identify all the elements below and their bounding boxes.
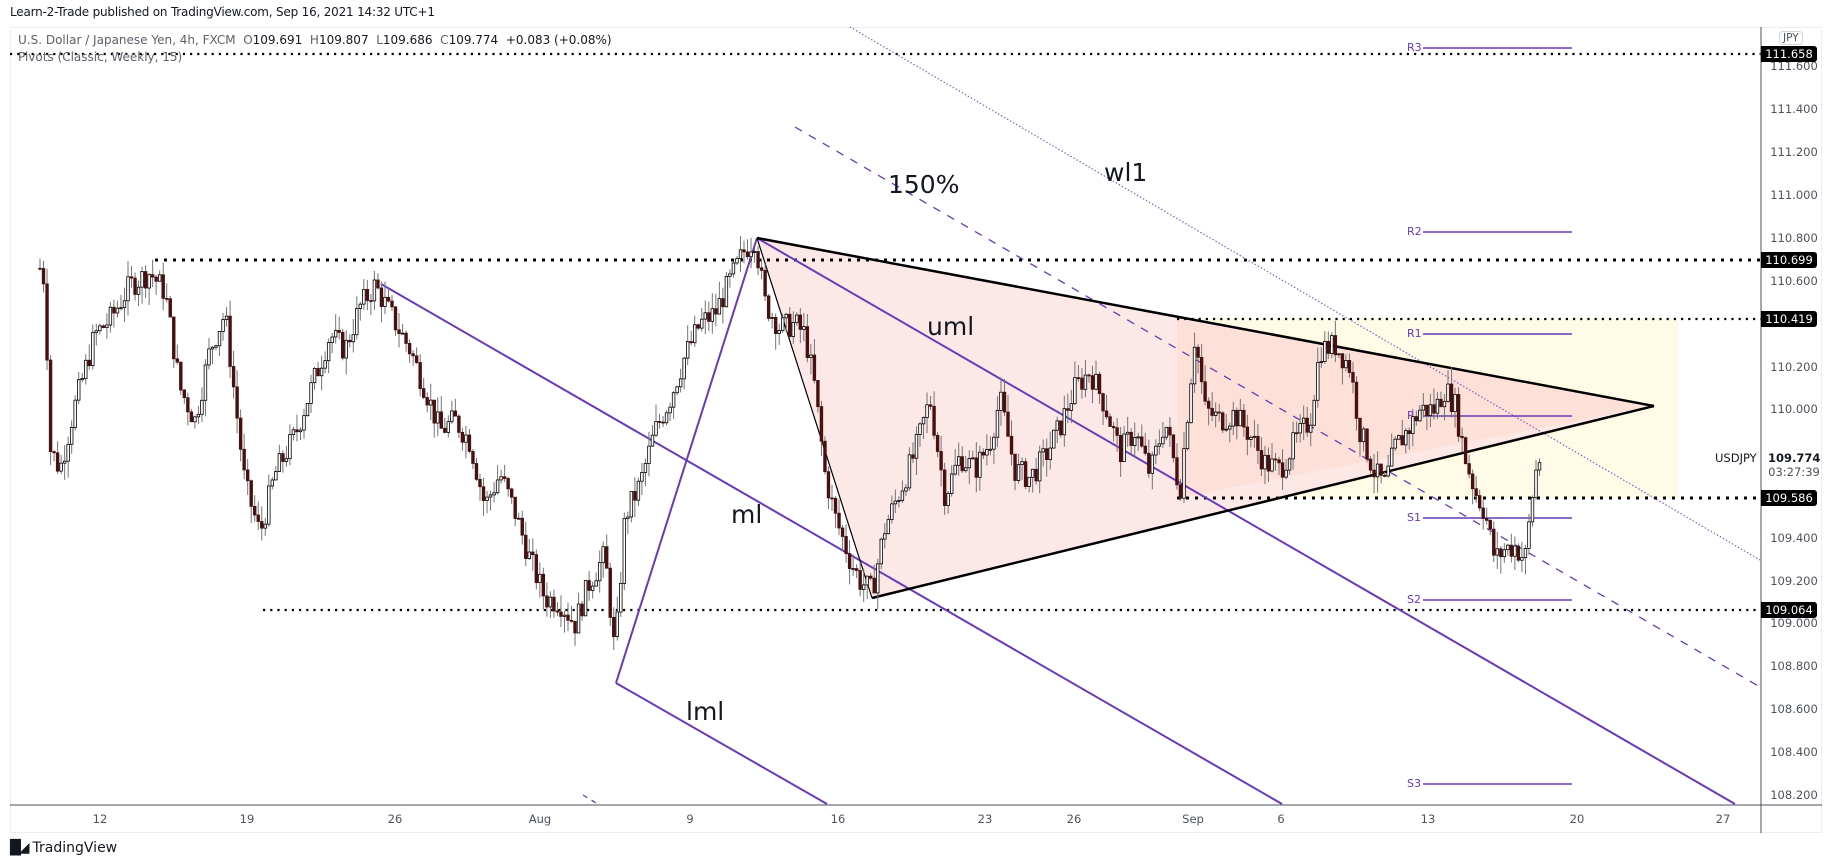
level-tag-110419[interactable]: 110.419 (1761, 311, 1817, 327)
close-value: 109.774 (448, 33, 499, 47)
indicator-legend[interactable]: Pivots (Classic, Weekly, 15) (18, 50, 183, 64)
pivot-r2-label: R2 (1407, 225, 1422, 238)
time-tick: 12 (92, 812, 108, 826)
currency-badge[interactable]: JPY (1779, 31, 1803, 45)
time-tick: 16 (830, 812, 846, 826)
label-150pct[interactable]: 150% (888, 170, 960, 199)
pivot-p-label: P (1407, 409, 1414, 422)
label-ml[interactable]: ml (731, 500, 763, 529)
open-value: 109.691 (252, 33, 303, 47)
price-tick: 111.600 (1770, 59, 1818, 73)
level-tag-109586[interactable]: 109.586 (1761, 490, 1817, 506)
price-tick: 111.400 (1770, 102, 1818, 116)
label-wl1[interactable]: wl1 (1104, 158, 1148, 187)
price-tick: 110.800 (1770, 231, 1818, 245)
time-tick: 23 (977, 812, 993, 826)
price-tick: 110.600 (1770, 274, 1818, 288)
price-tick: 108.400 (1770, 745, 1818, 759)
symbol-description: U.S. Dollar / Japanese Yen, 4h, FXCM (18, 33, 236, 47)
price-tick: 108.800 (1770, 659, 1818, 673)
time-tick: 20 (1569, 812, 1585, 826)
price-tick: 110.200 (1770, 360, 1818, 374)
price-tick: 109.400 (1770, 531, 1818, 545)
brand-name: TradingView (32, 840, 118, 856)
pivot-s1-label: S1 (1407, 511, 1421, 524)
level-tag-110699[interactable]: 110.699 (1761, 252, 1817, 268)
pivot-r3-label: R3 (1407, 41, 1422, 54)
price-tick: 111.200 (1770, 145, 1818, 159)
price-tick: 109.200 (1770, 574, 1818, 588)
price-tick: 109.000 (1770, 616, 1818, 630)
time-tick: 26 (387, 812, 403, 826)
last-price: 109.774 (1768, 451, 1821, 465)
time-tick: 13 (1420, 812, 1436, 826)
pivot-r1-label: R1 (1407, 327, 1422, 340)
price-tick: 110.000 (1770, 402, 1818, 416)
level-tag-109064[interactable]: 109.064 (1761, 602, 1817, 618)
low-value: 109.686 (382, 33, 433, 47)
time-tick: Aug (528, 812, 552, 826)
triangle-edges[interactable] (756, 236, 1655, 600)
time-tick: Sep (1182, 812, 1204, 826)
level-tag-111658[interactable]: 111.658 (1761, 46, 1817, 62)
pivot-s3-label: S3 (1407, 777, 1421, 790)
time-tick: 9 (686, 812, 694, 826)
price-tick: 108.600 (1770, 702, 1818, 716)
label-lml[interactable]: lml (686, 697, 725, 726)
bar-countdown: 03:27:39 (1768, 465, 1820, 479)
ohlc-legend: U.S. Dollar / Japanese Yen, 4h, FXCM O10… (18, 33, 612, 47)
symbol-label: USDJPY (1715, 451, 1757, 465)
pitchfork[interactable] (380, 26, 1761, 805)
time-tick: 27 (1715, 812, 1731, 826)
tradingview-brand[interactable]: █◢ TradingView (10, 840, 117, 856)
time-tick: 26 (1066, 812, 1082, 826)
published-caption: Learn-2-Trade published on TradingView.c… (10, 5, 435, 19)
tradingview-logo-icon: █◢ (10, 840, 29, 856)
change-value: +0.083 (+0.08%) (505, 33, 612, 47)
pivot-lines (1423, 47, 1572, 785)
candlestick-series[interactable] (38, 235, 1542, 650)
label-uml[interactable]: uml (927, 312, 975, 341)
high-value: 109.807 (318, 33, 369, 47)
price-tick: 111.000 (1770, 188, 1818, 202)
pivot-s2-label: S2 (1407, 593, 1421, 606)
time-tick: 19 (239, 812, 255, 826)
triangle-pattern[interactable] (757, 238, 1654, 598)
triangle-overlap (1177, 319, 1654, 498)
time-tick: 6 (1277, 812, 1285, 826)
price-tick: 108.200 (1770, 788, 1818, 802)
